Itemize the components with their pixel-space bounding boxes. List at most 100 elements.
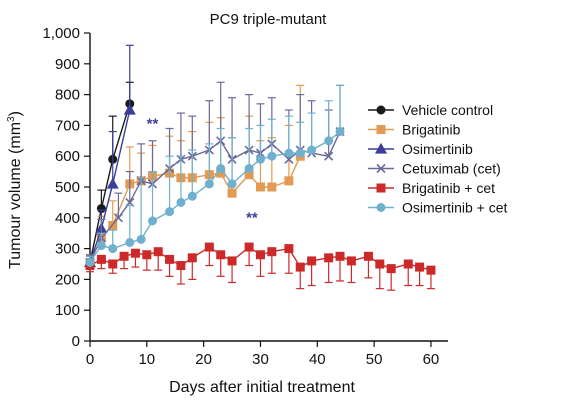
data-point bbox=[96, 254, 106, 264]
y-tick-label: 0 bbox=[72, 333, 80, 350]
data-point bbox=[324, 151, 334, 161]
annotations: ** ** bbox=[147, 115, 258, 226]
data-point bbox=[96, 241, 106, 251]
x-tick-label: 20 bbox=[195, 351, 212, 368]
legend-marker bbox=[376, 163, 386, 174]
data-point bbox=[204, 179, 214, 189]
x-tick-label: 40 bbox=[309, 351, 326, 368]
data-point bbox=[255, 250, 265, 260]
data-point bbox=[426, 265, 436, 275]
data-point bbox=[386, 264, 396, 274]
data-point bbox=[123, 103, 136, 115]
series-group bbox=[83, 44, 436, 291]
data-point bbox=[130, 248, 140, 258]
legend-item: Brigatinib + cet bbox=[368, 180, 495, 196]
data-point bbox=[187, 253, 197, 263]
y-axis-title-text: Tumour volume (mm bbox=[7, 122, 24, 269]
axes: 0 100 200 300 400 500 600 700 800 900 1,000 0 10 20 30… bbox=[42, 25, 448, 368]
y-tick-label: 800 bbox=[55, 87, 80, 104]
data-point bbox=[346, 256, 356, 266]
data-point bbox=[227, 188, 237, 198]
data-point bbox=[284, 176, 294, 186]
data-point bbox=[295, 148, 305, 158]
data-point bbox=[415, 262, 425, 272]
data-point bbox=[165, 207, 175, 217]
y-axis-title: Tumour volume (mm3) bbox=[6, 111, 24, 269]
data-point bbox=[284, 244, 294, 254]
series-line bbox=[89, 109, 131, 263]
y-tick-label: 300 bbox=[55, 241, 80, 258]
data-point bbox=[85, 257, 95, 267]
data-point bbox=[227, 256, 237, 266]
data-point bbox=[324, 253, 334, 263]
legend-item: Osimertinib + cet bbox=[368, 200, 508, 216]
data-point bbox=[295, 262, 305, 272]
y-tick-label: 200 bbox=[55, 271, 80, 288]
data-point bbox=[255, 154, 265, 164]
x-tick-label: 60 bbox=[423, 351, 440, 368]
series-brigatinib-cet bbox=[85, 242, 436, 291]
data-point bbox=[176, 197, 186, 207]
data-point bbox=[119, 251, 129, 261]
legend-marker bbox=[374, 142, 388, 154]
data-point bbox=[148, 216, 158, 226]
data-point bbox=[335, 127, 345, 137]
data-point bbox=[106, 177, 119, 189]
series-osimertinib-cet bbox=[85, 84, 345, 267]
series-line bbox=[89, 155, 301, 263]
data-point bbox=[244, 164, 254, 174]
x-tick-label: 30 bbox=[252, 351, 269, 368]
data-point bbox=[108, 244, 118, 254]
data-point bbox=[335, 251, 345, 261]
data-point bbox=[227, 179, 237, 189]
data-point bbox=[142, 250, 152, 260]
data-point bbox=[375, 259, 385, 269]
legend-label: Osimertinib bbox=[402, 141, 473, 157]
data-point bbox=[204, 242, 214, 252]
legend-marker bbox=[376, 183, 386, 193]
y-tick-label: 1,000 bbox=[42, 25, 80, 42]
legend-marker bbox=[376, 203, 386, 212]
data-point bbox=[244, 242, 254, 252]
legend-label: Cetuximab (cet) bbox=[402, 161, 501, 177]
y-tick-label: 600 bbox=[55, 148, 80, 165]
x-tick-label: 50 bbox=[366, 351, 383, 368]
legend: Vehicle control Brigatinib Osimertinib Cetu… bbox=[368, 102, 508, 216]
data-point bbox=[108, 259, 118, 269]
data-point bbox=[125, 237, 135, 247]
x-tick-label: 0 bbox=[86, 351, 94, 368]
data-point bbox=[363, 251, 373, 261]
x-tick-label: 10 bbox=[138, 351, 155, 368]
data-point bbox=[136, 234, 146, 244]
legend-label: Brigatinib + cet bbox=[402, 180, 495, 196]
data-point bbox=[216, 164, 226, 174]
significance-annotation: ** bbox=[246, 209, 258, 226]
series-line bbox=[89, 246, 432, 271]
data-point bbox=[153, 247, 163, 257]
legend-item: Brigatinib bbox=[368, 122, 461, 138]
legend-label: Osimertinib + cet bbox=[402, 200, 508, 216]
legend-item: Cetuximab (cet) bbox=[368, 161, 501, 177]
data-point bbox=[165, 254, 175, 264]
legend-item: Vehicle control bbox=[368, 102, 493, 118]
y-axis-title-close: ) bbox=[7, 111, 24, 116]
legend-label: Brigatinib bbox=[402, 122, 461, 138]
x-axis-title: Days after initial treatment bbox=[169, 379, 355, 396]
data-point bbox=[284, 148, 294, 158]
y-tick-label: 700 bbox=[55, 117, 80, 134]
data-point bbox=[267, 247, 277, 257]
data-point bbox=[307, 145, 317, 155]
legend-label: Vehicle control bbox=[402, 102, 493, 118]
legend-marker bbox=[376, 125, 386, 134]
y-tick-label: 400 bbox=[55, 210, 80, 227]
data-point bbox=[403, 259, 413, 269]
y-tick-label: 900 bbox=[55, 56, 80, 73]
significance-annotation: ** bbox=[147, 115, 159, 132]
series-osimertinib bbox=[83, 44, 136, 268]
data-point bbox=[307, 256, 317, 266]
y-tick-label: 100 bbox=[55, 302, 80, 319]
data-point bbox=[267, 151, 277, 161]
chart-title: PC9 triple-mutant bbox=[210, 11, 328, 28]
